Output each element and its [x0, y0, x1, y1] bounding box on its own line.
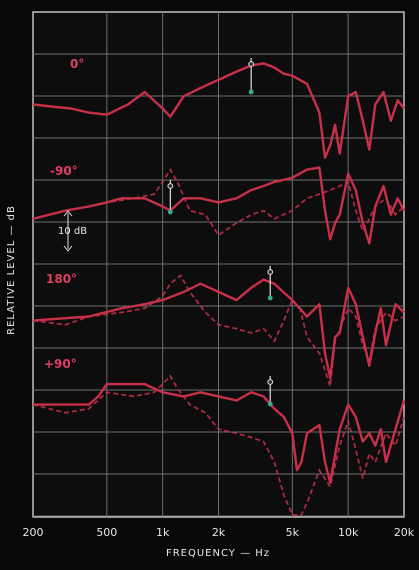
x-tick-label: 200 — [23, 526, 44, 539]
scale-bar: 10 dB — [58, 210, 87, 252]
x-tick-label: 2k — [212, 526, 226, 539]
x-axis-title: FREQUENCY — Hz — [166, 548, 270, 559]
level-marker-dot — [248, 61, 255, 67]
curve-label: -90° — [50, 164, 78, 178]
x-tick-label: 1k — [156, 526, 170, 539]
level-marker-end — [267, 401, 273, 407]
level-marker-dot — [267, 269, 274, 275]
response-curves — [32, 62, 406, 516]
dashed-response-curve — [32, 374, 405, 516]
x-tick-label: 10k — [338, 526, 359, 539]
curve-labels: 0° -90° 180° +90° — [44, 57, 84, 371]
level-markers — [167, 58, 274, 407]
level-marker-end — [267, 295, 273, 301]
solid-response-curve — [33, 382, 406, 484]
level-marker-end — [248, 89, 254, 95]
scale-bar-label: 10 dB — [58, 226, 87, 237]
solid-response-curve — [32, 62, 405, 159]
level-marker-dot — [167, 183, 174, 189]
x-tick-label: 20k — [394, 526, 415, 539]
curve-label: +90° — [44, 357, 77, 371]
solid-response-curve — [32, 278, 405, 380]
solid-response-curve — [32, 166, 406, 245]
scale-bar-arrow-down — [63, 245, 73, 252]
level-marker-dot — [267, 379, 274, 385]
x-tick-labels: 200 500 1k 2k 5k 10k 20k — [23, 526, 415, 539]
curve-label: 0° — [70, 57, 84, 71]
x-tick-label: 5k — [286, 526, 300, 539]
y-axis-title: RELATIVE LEVEL — dB — [6, 205, 17, 335]
level-marker-end — [167, 209, 173, 215]
x-tick-label: 500 — [96, 526, 117, 539]
scale-bar-arrow-up — [63, 210, 73, 217]
curve-label: 180° — [46, 272, 77, 286]
